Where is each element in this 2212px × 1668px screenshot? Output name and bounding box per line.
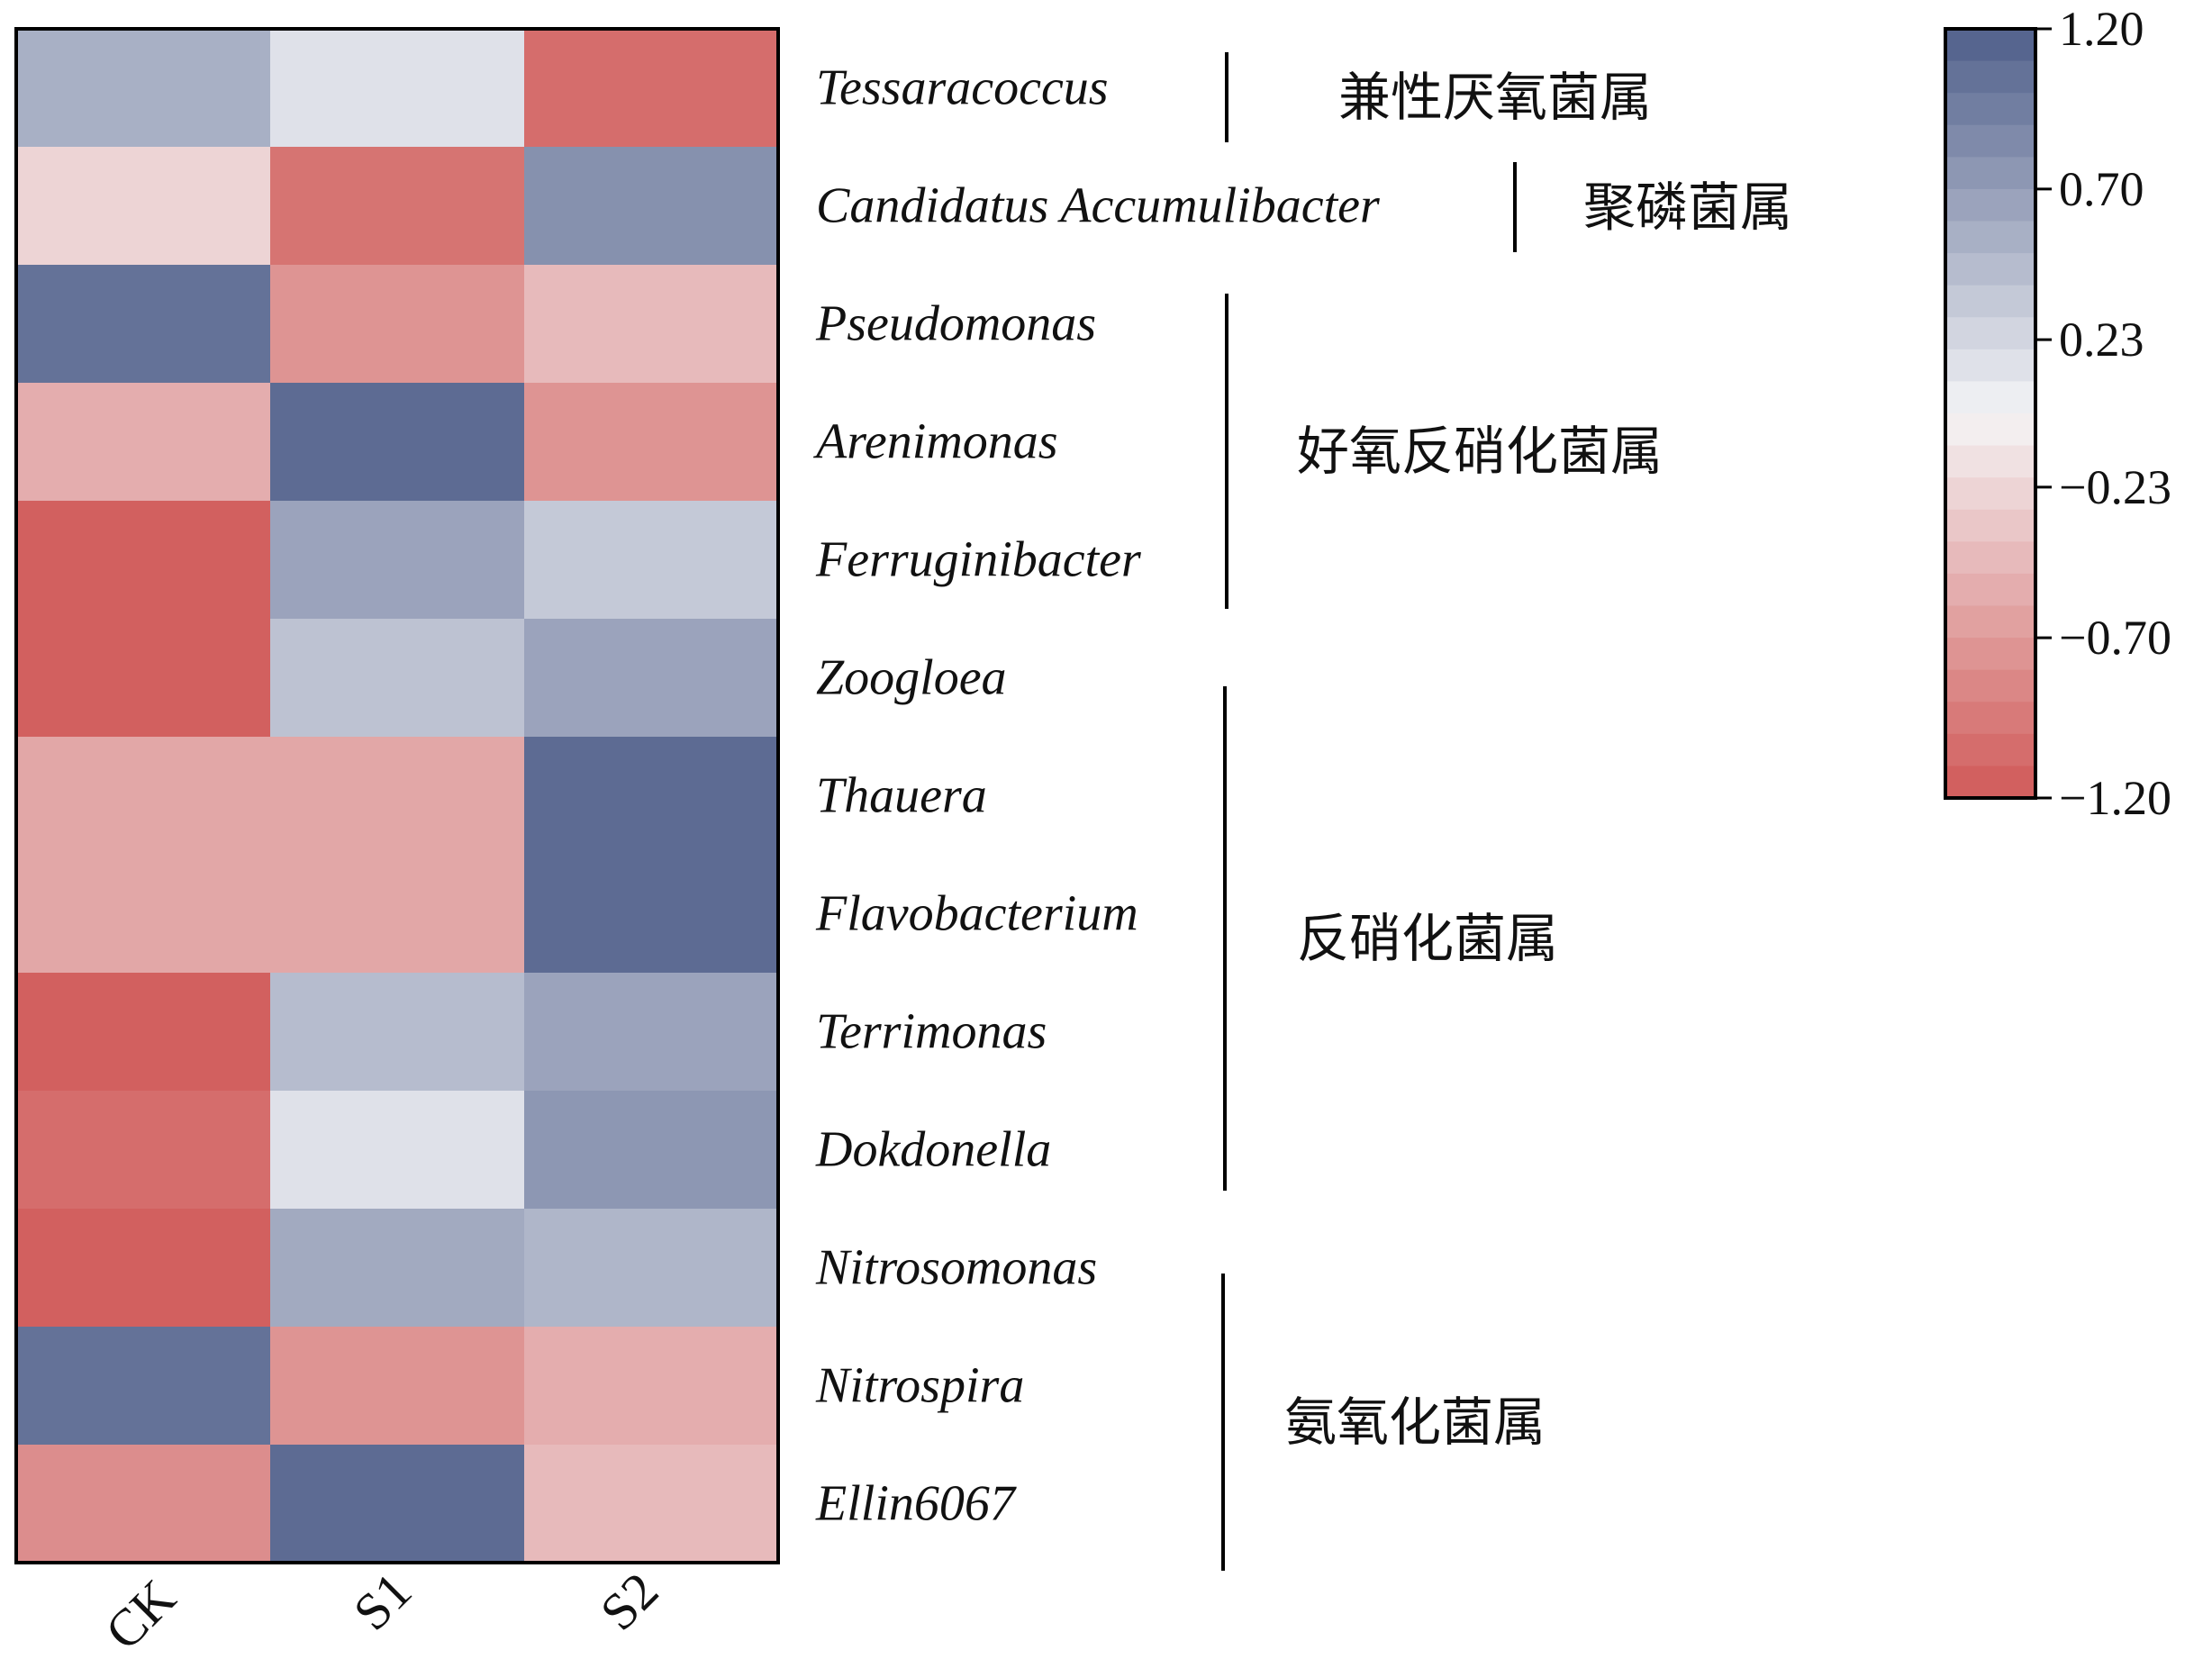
heatmap-cell: [16, 855, 271, 974]
heatmap-cell: [524, 1209, 779, 1328]
column-labels: CK S1 S2: [94, 1561, 669, 1661]
row-label: Pseudomonas: [815, 296, 1096, 352]
heatmap-cell: [524, 265, 779, 384]
row-label: Candidatus Accumulibacter: [816, 178, 1380, 234]
color-scale-band: [1945, 573, 2035, 607]
row-label: Ellin6067: [815, 1476, 1017, 1532]
color-scale-band: [1945, 477, 2035, 511]
heatmap-cell: [524, 737, 779, 856]
color-scale-tick-label: 0.70: [2059, 162, 2144, 216]
heatmap-cell: [524, 1445, 779, 1564]
group-label: 反硝化菌属: [1297, 908, 1558, 969]
column-label: S2: [589, 1561, 669, 1641]
column-label: CK: [94, 1568, 186, 1661]
color-scale-band: [1945, 541, 2035, 575]
row-label: Nitrosomonas: [815, 1240, 1097, 1296]
color-scale-band: [1945, 29, 2035, 62]
color-scale-band: [1945, 766, 2035, 799]
color-scale-band: [1945, 221, 2035, 254]
heatmap-cell: [16, 619, 271, 738]
color-scale-band: [1945, 188, 2035, 222]
heatmap-cell: [270, 973, 525, 1092]
heatmap-cell: [270, 147, 525, 266]
color-scale-tick-label: −0.70: [2059, 611, 2171, 665]
heatmap-cell: [270, 1445, 525, 1564]
heatmap-cell: [16, 1209, 271, 1328]
heatmap-cell: [16, 383, 271, 502]
heatmap-cell: [270, 737, 525, 856]
row-labels: Tessaracoccus Candidatus Accumulibacter Ps…: [812, 60, 1380, 1532]
color-scale-band: [1945, 669, 2035, 703]
heatmap-cell: [270, 1209, 525, 1328]
heatmap-cell: [270, 855, 525, 974]
heatmap-cells: [16, 29, 779, 1564]
heatmap-cell: [16, 973, 271, 1092]
color-scale-legend: 1.20 0.70 0.23 −0.23 −0.70 −1.20: [1944, 2, 2171, 825]
color-scale-tick-label: 0.23: [2059, 313, 2144, 367]
heatmap-cell: [524, 855, 779, 974]
heatmap-cell: [16, 29, 271, 148]
color-scale-band: [1945, 381, 2035, 414]
color-scale-band: [1945, 413, 2035, 447]
color-scale-tick-label: −0.23: [2059, 460, 2171, 514]
color-scale-band: [1945, 733, 2035, 767]
color-scale-band: [1945, 605, 2035, 639]
color-scale-band: [1945, 349, 2035, 383]
heatmap-cell: [16, 265, 271, 384]
column-label: S1: [342, 1561, 422, 1641]
color-scale-band: [1945, 445, 2035, 478]
color-scale-frame: [1944, 27, 2037, 800]
row-label: Thauera: [816, 768, 987, 824]
heatmap-cell: [524, 29, 779, 148]
heatmap-cell: [16, 737, 271, 856]
group-label: 好氧反硝化菌属: [1297, 421, 1663, 482]
row-label: Flavobacterium: [815, 886, 1138, 942]
heatmap-cell: [16, 1327, 271, 1446]
heatmap-cell: [16, 501, 271, 620]
row-label: Nitrospira: [815, 1358, 1024, 1414]
heatmap-cell: [524, 1091, 779, 1210]
heatmap-cell: [270, 1327, 525, 1446]
heatmap-cell: [270, 383, 525, 502]
heatmap-cell: [270, 1091, 525, 1210]
group-label: 氨氧化菌属: [1284, 1392, 1546, 1453]
color-scale-band: [1945, 253, 2035, 286]
color-scale-tick-label: −1.20: [2059, 771, 2171, 825]
heatmap-cell: [16, 1445, 271, 1564]
heatmap-cell: [270, 265, 525, 384]
color-scale-band: [1945, 157, 2035, 190]
row-label: Tessaracoccus: [816, 60, 1109, 116]
heatmap-cell: [524, 973, 779, 1092]
heatmap-cell: [524, 383, 779, 502]
color-scale-tick-label: 1.20: [2059, 2, 2144, 56]
color-scale-band: [1945, 702, 2035, 735]
color-scale-band: [1945, 638, 2035, 671]
color-scale-band: [1945, 60, 2035, 94]
row-label: Dokdonella: [815, 1122, 1051, 1178]
color-scale-band: [1945, 509, 2035, 542]
row-label: Ferruginibacter: [815, 532, 1141, 588]
heatmap-cell: [16, 1091, 271, 1210]
heatmap-cell: [524, 619, 779, 738]
heatmap-cell: [270, 501, 525, 620]
heatmap-frame: [14, 27, 780, 1564]
heatmap-cell: [16, 147, 271, 266]
group-label: 兼性厌氧菌属: [1338, 67, 1652, 128]
heatmap-cell: [524, 147, 779, 266]
color-scale-band: [1945, 93, 2035, 126]
row-label: Zoogloea: [816, 650, 1007, 706]
color-scale-band: [1945, 285, 2035, 318]
color-scale-band: [1945, 124, 2035, 158]
color-scale-band: [1945, 317, 2035, 350]
heatmap-cell: [270, 619, 525, 738]
heatmap-cell: [524, 1327, 779, 1446]
group-label: 聚磷菌属: [1583, 177, 1792, 238]
row-label: Arenimonas: [812, 414, 1058, 470]
heatmap-cell: [524, 501, 779, 620]
row-label: Terrimonas: [816, 1004, 1047, 1060]
heatmap-cell: [270, 29, 525, 148]
